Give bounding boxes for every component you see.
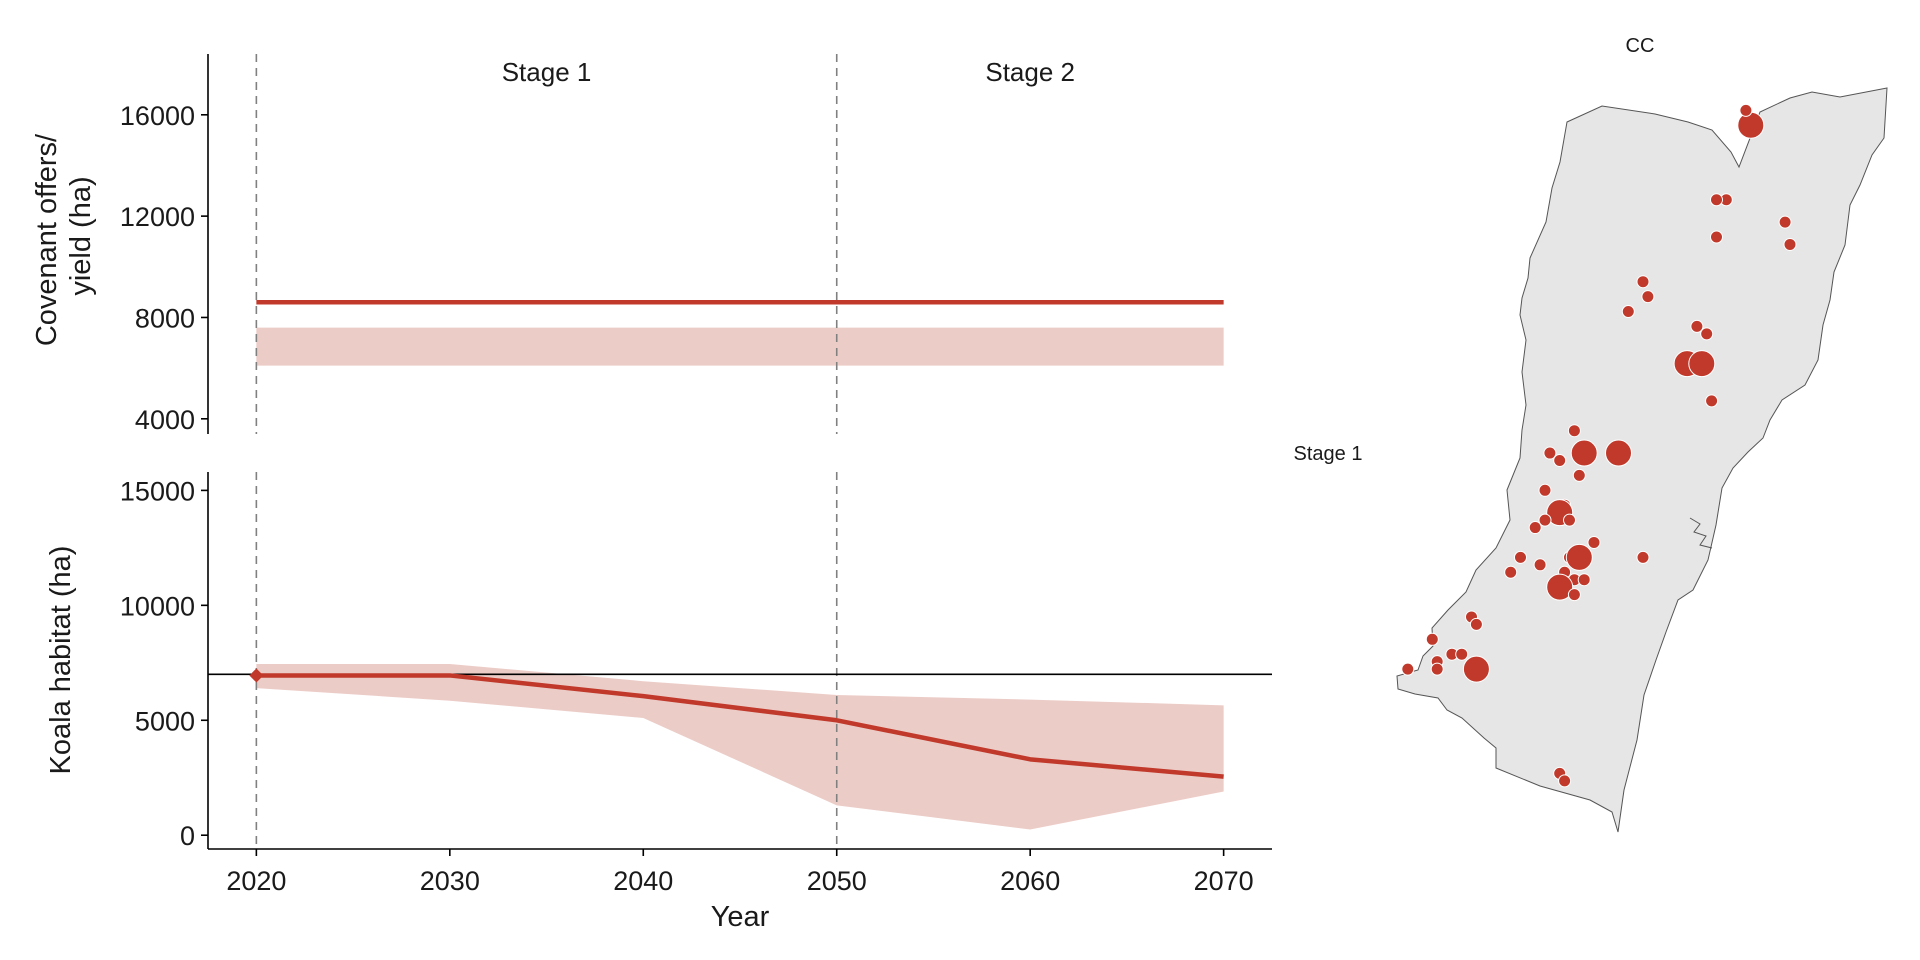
covenant-offers-stage-lines: [255, 54, 838, 434]
map-panel: CC Stage 1: [1294, 35, 1888, 833]
map-point-32: [1514, 550, 1527, 564]
covenant-offers-panel: 4000 8000 12000 16000 Stage 1 Stage 2 Coven…: [31, 54, 1224, 435]
x-tick-label-1: 2030: [420, 866, 480, 896]
map-point-4: [1710, 230, 1723, 244]
map-points: [1401, 103, 1797, 788]
map-point-24: [1563, 513, 1576, 527]
x-tick-label-2: 2040: [613, 866, 673, 896]
map-point-27: [1587, 535, 1601, 549]
map-point-9: [1621, 305, 1635, 318]
koala-habitat-y-tick-label-0: 0: [180, 821, 195, 851]
map-point-19: [1553, 454, 1567, 467]
map-point-35: [1577, 573, 1591, 587]
map-point-10: [1690, 319, 1704, 333]
koala-habitat-y-tick-label-2: 10000: [120, 591, 195, 621]
map-point-31: [1533, 558, 1547, 572]
map-point-37: [1567, 588, 1581, 602]
stage-2-label: Stage 2: [985, 57, 1075, 87]
covenant-offers-y-title-line-1: Covenant offers/: [31, 133, 63, 346]
covenant-offers-y-title-line-2: yield (ha): [65, 176, 97, 295]
map-point-7: [1636, 275, 1650, 289]
map-point-15: [1567, 424, 1581, 438]
covenant-offers-y-tick-label-3: 16000: [120, 101, 195, 131]
koala-habitat-band-layer: [256, 663, 1224, 830]
covenant-offers-y-tick-label-2: 12000: [120, 202, 195, 232]
map-point-20: [1572, 468, 1586, 482]
covenant-offers-y-ticks: 4000 8000 12000 16000: [120, 101, 208, 435]
map-point-8: [1641, 290, 1655, 304]
map-point-36: [1546, 573, 1574, 601]
koala-habitat-line-0: [256, 673, 1224, 779]
map-point-33: [1504, 565, 1518, 579]
covenant-offers-y-tick-label-1: 8000: [135, 303, 195, 333]
map-point-17: [1605, 439, 1632, 467]
covenant-offers-y-axis-title: Covenant offers/ yield (ha): [31, 126, 97, 346]
x-tick-label-4: 2060: [1000, 866, 1060, 896]
x-tick-label-0: 2020: [226, 866, 286, 896]
covenant-offers-y-tick-label-0: 4000: [135, 405, 195, 435]
map-point-13: [1688, 350, 1716, 378]
x-tick-label-3: 2050: [807, 866, 867, 896]
koala-habitat-y-axis-title: Koala habitat (ha): [45, 546, 77, 775]
map-point-21: [1538, 483, 1552, 497]
map-point-6: [1783, 237, 1797, 251]
x-axis-title: Year: [711, 901, 770, 933]
map-point-45: [1462, 655, 1490, 683]
koala-habitat-y-tick-label-1: 5000: [135, 706, 195, 736]
map-point-11: [1700, 327, 1714, 341]
coast-detail: [1689, 517, 1713, 549]
map-point-25: [1538, 513, 1552, 527]
koala-habitat-series-layer: [249, 668, 1224, 779]
map-point-14: [1705, 394, 1719, 408]
koala-habitat-panel: 0 5000 10000 15000 2020 2030 2040 2050 2060 2070…: [45, 472, 1272, 933]
koala-habitat-band: [256, 663, 1224, 830]
x-axis-ticks: 2020 2030 2040 2050 2060 2070: [226, 849, 1254, 896]
map-point-49: [1558, 774, 1572, 788]
map-point-26: [1528, 521, 1542, 535]
koala-habitat-stage-lines: [255, 472, 838, 849]
map-row-label: Stage 1: [1294, 443, 1363, 465]
map-point-1: [1739, 103, 1753, 117]
map-point-47: [1430, 662, 1444, 676]
map-point-40: [1469, 617, 1483, 631]
covenant-offers-band-layer: [256, 327, 1224, 366]
map-point-3: [1710, 193, 1723, 207]
koala-habitat-start-marker: [249, 668, 264, 683]
map-point-41: [1425, 632, 1439, 646]
map-point-29: [1565, 543, 1593, 571]
map-point-38: [1636, 550, 1650, 564]
x-tick-label-5: 2070: [1194, 866, 1254, 896]
map-point-46: [1401, 662, 1415, 676]
stage-1-label: Stage 1: [502, 57, 592, 87]
map-point-44: [1455, 647, 1469, 661]
map-title: CC: [1626, 35, 1655, 57]
koala-habitat-y-ticks: 0 5000 10000 15000: [120, 476, 208, 851]
map-point-18: [1543, 446, 1557, 460]
map-point-5: [1778, 215, 1792, 229]
covenant-offers-band: [256, 327, 1224, 366]
region-map-outline: [1396, 87, 1888, 833]
map-point-0: [1737, 111, 1765, 139]
koala-habitat-y-tick-label-3: 15000: [120, 476, 195, 506]
map-point-16: [1570, 439, 1598, 467]
